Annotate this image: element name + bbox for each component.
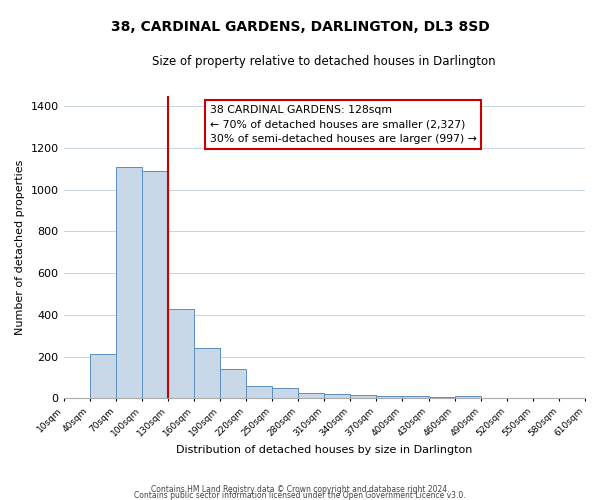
Bar xyxy=(350,395,376,398)
Bar xyxy=(298,393,324,398)
Text: Contains HM Land Registry data © Crown copyright and database right 2024.: Contains HM Land Registry data © Crown c… xyxy=(151,484,449,494)
Bar xyxy=(142,170,168,398)
Bar xyxy=(89,354,116,399)
Bar xyxy=(403,396,428,398)
Title: Size of property relative to detached houses in Darlington: Size of property relative to detached ho… xyxy=(152,55,496,68)
Bar xyxy=(116,166,142,398)
Bar xyxy=(220,369,246,398)
Y-axis label: Number of detached properties: Number of detached properties xyxy=(15,160,25,334)
Bar xyxy=(246,386,272,398)
Bar xyxy=(194,348,220,399)
Text: Contains public sector information licensed under the Open Government Licence v3: Contains public sector information licen… xyxy=(134,490,466,500)
Bar xyxy=(272,388,298,398)
Text: 38 CARDINAL GARDENS: 128sqm
← 70% of detached houses are smaller (2,327)
30% of : 38 CARDINAL GARDENS: 128sqm ← 70% of det… xyxy=(209,104,476,144)
Bar xyxy=(455,396,481,398)
Bar xyxy=(168,308,194,398)
X-axis label: Distribution of detached houses by size in Darlington: Distribution of detached houses by size … xyxy=(176,445,472,455)
Bar xyxy=(376,396,403,398)
Text: 38, CARDINAL GARDENS, DARLINGTON, DL3 8SD: 38, CARDINAL GARDENS, DARLINGTON, DL3 8S… xyxy=(110,20,490,34)
Bar xyxy=(324,394,350,398)
